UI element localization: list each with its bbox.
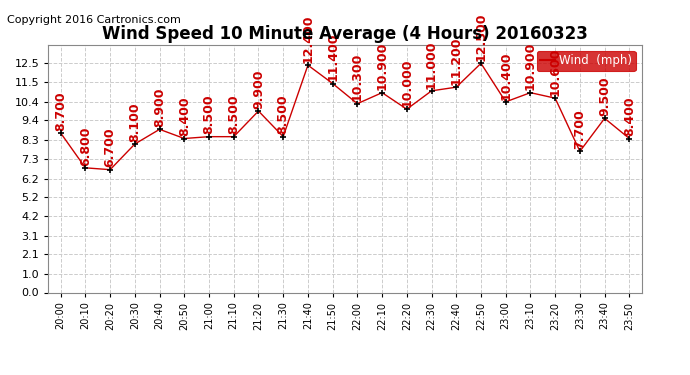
Text: 10.300: 10.300 xyxy=(351,53,364,102)
Text: 8.500: 8.500 xyxy=(202,95,215,135)
Text: 6.800: 6.800 xyxy=(79,126,92,166)
Text: 11.400: 11.400 xyxy=(326,33,339,81)
Text: 10.900: 10.900 xyxy=(375,42,388,90)
Legend: Wind  (mph): Wind (mph) xyxy=(537,51,635,71)
Text: 10.400: 10.400 xyxy=(499,51,512,100)
Text: Copyright 2016 Cartronics.com: Copyright 2016 Cartronics.com xyxy=(7,15,181,25)
Text: 8.500: 8.500 xyxy=(277,95,290,135)
Text: 8.700: 8.700 xyxy=(54,91,67,131)
Text: 12.500: 12.500 xyxy=(475,13,488,61)
Text: 8.100: 8.100 xyxy=(128,102,141,142)
Text: 11.200: 11.200 xyxy=(450,36,463,85)
Text: 9.900: 9.900 xyxy=(252,69,265,109)
Text: 8.900: 8.900 xyxy=(153,88,166,127)
Title: Wind Speed 10 Minute Average (4 Hours) 20160323: Wind Speed 10 Minute Average (4 Hours) 2… xyxy=(102,26,588,44)
Text: 9.500: 9.500 xyxy=(598,76,611,116)
Text: 11.000: 11.000 xyxy=(425,40,438,88)
Text: 7.700: 7.700 xyxy=(573,110,586,149)
Text: 10.600: 10.600 xyxy=(549,48,562,96)
Text: 10.900: 10.900 xyxy=(524,42,537,90)
Text: 6.700: 6.700 xyxy=(104,128,117,168)
Text: 8.400: 8.400 xyxy=(623,97,636,136)
Text: 10.000: 10.000 xyxy=(400,58,413,107)
Text: 12.400: 12.400 xyxy=(302,15,315,63)
Text: 8.400: 8.400 xyxy=(178,97,191,136)
Text: 8.500: 8.500 xyxy=(227,95,240,135)
